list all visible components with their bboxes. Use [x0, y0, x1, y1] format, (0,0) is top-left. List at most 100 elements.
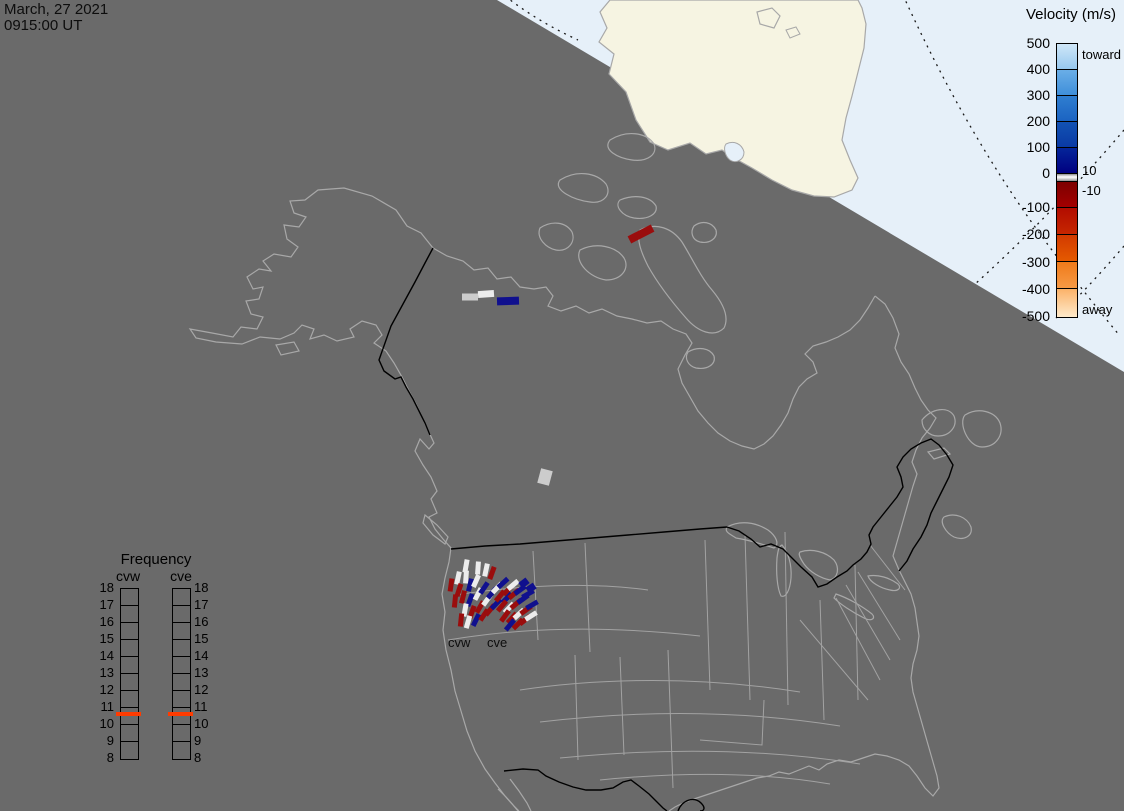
arctic-islet-sunlit [785, 26, 801, 39]
velocity-vector [482, 563, 490, 577]
frequency-column-cve [172, 588, 191, 760]
frequency-tick: 8 [106, 750, 114, 765]
velocity-vector [462, 293, 478, 301]
greenland-inlet [724, 141, 745, 163]
newfoundland [962, 410, 1002, 448]
map-label-cvw: cvw [448, 635, 471, 650]
colorbar-seg-0-n100 [1057, 181, 1077, 208]
velocity-vector [506, 578, 520, 592]
colorbar-seg-200-100 [1057, 122, 1077, 148]
velocity-vector [475, 561, 481, 575]
atlantic-gulf-coast [668, 295, 940, 811]
velocity-vector [447, 578, 455, 592]
frequency-tick: 12 [194, 682, 209, 697]
velocity-tick: -300 [1021, 254, 1050, 270]
frequency-tick: 13 [99, 665, 114, 680]
velocity-tick: -200 [1021, 226, 1050, 242]
velocity-vector [493, 589, 507, 603]
velocity-vector [525, 582, 537, 594]
pos-threshold-label: 10 [1082, 163, 1097, 178]
velocity-vector [487, 566, 497, 580]
arctic-island-sunlit [756, 7, 781, 29]
velocity-colorbar [1056, 43, 1078, 318]
frequency-tick: 17 [194, 597, 209, 612]
velocity-vector [627, 224, 655, 244]
velocity-vector [503, 618, 517, 632]
velocity-vector [495, 599, 509, 613]
frequency-tick: 14 [99, 648, 114, 663]
velocity-vector [454, 583, 464, 597]
hudson-bay-coast [432, 247, 876, 450]
frequency-col-cve: cve [170, 568, 192, 584]
radar-vectors-layer [447, 224, 655, 632]
velocity-vector [461, 603, 469, 617]
colorbar-seg-100-0 [1057, 148, 1077, 174]
velocity-vector [457, 613, 465, 627]
velocity-vector [451, 594, 459, 608]
velocity-tick: -400 [1021, 281, 1050, 297]
frequency-tick: 10 [99, 716, 114, 731]
nova-scotia [941, 514, 972, 539]
velocity-vector [478, 581, 490, 595]
frequency-tick: 10 [194, 716, 209, 731]
toward-label: toward [1082, 47, 1122, 62]
frequency-tick: 12 [99, 682, 114, 697]
timestamp-time: 0915:00 UT [4, 17, 83, 34]
velocity-vector [467, 605, 477, 619]
alaska-border [378, 247, 434, 436]
velocity-vector [496, 296, 520, 306]
velocity-vector [463, 570, 469, 584]
velocity-vector [465, 593, 475, 607]
colorbar-seg-500-400 [1057, 44, 1077, 70]
velocity-vector [537, 468, 553, 486]
frequency-column-cvw [120, 588, 139, 760]
velocity-tick: 200 [1026, 113, 1050, 129]
frequency-tick: 11 [100, 699, 115, 714]
frequency-tick: 17 [99, 597, 114, 612]
timestamp-date: March, 27 2021 [4, 1, 109, 18]
velocity-vector [524, 610, 538, 622]
velocity-tick: 400 [1026, 61, 1050, 77]
us-canada-border-east [726, 438, 954, 588]
velocity-tick: 500 [1026, 35, 1050, 51]
colorbar-seg-n400-n500 [1057, 289, 1077, 317]
frequency-tick: 11 [194, 699, 208, 714]
velocity-tick: -100 [1021, 199, 1050, 215]
velocity-vector [454, 571, 462, 585]
frequency-tick: 9 [106, 733, 114, 748]
velocity-legend-title: Velocity (m/s) [1025, 6, 1116, 23]
colorbar-seg-n200-n300 [1057, 235, 1077, 262]
frequency-tick: 15 [99, 631, 114, 646]
timestamp: March, 27 2021 0915:00 UT [4, 2, 108, 34]
greenland [598, 0, 867, 198]
international-borders [378, 247, 954, 811]
velocity-tick: 0 [1042, 165, 1050, 181]
velocity-vector [496, 576, 510, 590]
velocity-vector [525, 599, 539, 611]
velocity-tick: 100 [1026, 139, 1050, 155]
velocity-vector [466, 578, 474, 592]
colorbar-seg-300-200 [1057, 96, 1077, 122]
velocity-tick: -500 [1021, 308, 1050, 324]
velocity-vector [462, 559, 470, 573]
frequency-legend-title: Frequency [120, 551, 192, 568]
away-label: away [1082, 302, 1113, 317]
velocity-vector [459, 590, 467, 604]
velocity-vector [477, 289, 495, 299]
neg-threshold-label: -10 [1082, 183, 1101, 198]
colorbar-zero-band [1057, 174, 1077, 181]
frequency-marker-cve [168, 712, 193, 716]
frequency-tick: 18 [194, 580, 209, 595]
baffin-island [638, 225, 727, 334]
velocity-vector [470, 613, 482, 627]
colorbar-seg-n300-n400 [1057, 262, 1077, 289]
frequency-tick: 18 [99, 580, 114, 595]
frequency-tick: 15 [194, 631, 209, 646]
frequency-col-cvw: cvw [115, 568, 141, 584]
vancouver-island [422, 513, 449, 545]
map-label-cve: cve [487, 635, 508, 650]
frequency-tick: 14 [194, 648, 209, 663]
velocity-vector [471, 574, 481, 588]
frequency-tick: 8 [194, 750, 202, 765]
